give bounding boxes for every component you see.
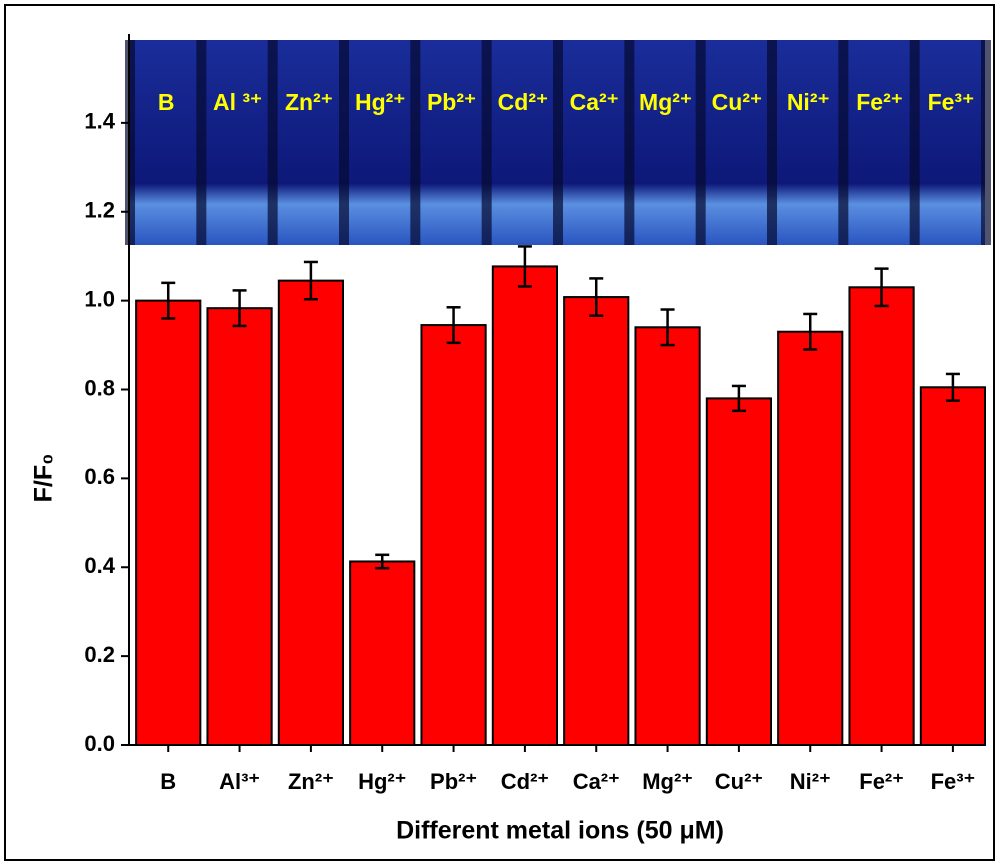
x-axis-label: Different metal ions (50 μM) [396, 817, 724, 845]
x-tick-label: Cd²⁺ [501, 769, 549, 794]
bar [563, 296, 630, 746]
inset-label: Cu²⁺ [712, 89, 762, 115]
inset-label: Al ³⁺ [213, 89, 262, 115]
bar [277, 279, 344, 746]
inset-label: Ni²⁺ [787, 89, 830, 115]
vial-edge [553, 40, 563, 245]
x-tick-label: Pb²⁺ [430, 769, 477, 794]
x-tick-label: Zn²⁺ [288, 769, 334, 794]
error-bar [589, 277, 604, 317]
inset-label: B [158, 89, 175, 115]
error-bar [660, 308, 675, 347]
y-tick-label: 0.6 [84, 464, 115, 489]
x-tick-label: Cu²⁺ [715, 769, 763, 794]
inset-label: Cd²⁺ [498, 89, 548, 115]
bar [491, 265, 558, 746]
x-tick-label: Fe³⁺ [931, 769, 976, 794]
inset-photo: B Al ³⁺ Zn²⁺ Hg²⁺ Pb²⁺ Cd²⁺ Ca²⁺ Mg²⁺ Cu²⁺ Ni²⁺ Fe… [125, 40, 991, 245]
inset-label: Zn²⁺ [285, 89, 333, 115]
x-tick-label: Al³⁺ [219, 769, 260, 794]
inset-label: Fe³⁺ [928, 89, 975, 115]
error-bar [874, 267, 889, 308]
y-axis-label: F/F₀ [30, 454, 58, 503]
bar [634, 326, 701, 746]
y-tick-label: 1.2 [84, 198, 115, 223]
bar [848, 286, 915, 746]
bar [206, 307, 273, 746]
bar [135, 299, 202, 746]
y-tick-label: 0.0 [84, 731, 115, 756]
y-tick-label: 0.2 [84, 642, 115, 667]
bar [705, 397, 772, 746]
bar [777, 330, 844, 746]
bar [919, 386, 986, 746]
error-bar [731, 384, 746, 413]
error-bar [446, 306, 461, 345]
error-bar [375, 553, 390, 570]
vial-edge [624, 40, 635, 245]
error-bar [517, 245, 532, 288]
inset-label: Mg²⁺ [639, 89, 692, 115]
error-bar [232, 289, 247, 328]
x-tick-label: Ca²⁺ [573, 769, 620, 794]
vial-edge [481, 40, 492, 245]
x-tick-label: Ni²⁺ [790, 769, 831, 794]
y-tick-label: 0.4 [84, 553, 115, 578]
vial-edge [695, 40, 706, 245]
x-tick-label: Hg²⁺ [358, 769, 406, 794]
x-tick-label: Mg²⁺ [642, 769, 693, 794]
vial-edge [410, 40, 421, 245]
vial-edge [196, 40, 207, 245]
y-tick-label: 0.8 [84, 375, 115, 400]
inset-label: Ca²⁺ [570, 89, 619, 115]
bar [420, 324, 487, 746]
inset-label: Hg²⁺ [355, 89, 405, 115]
error-bar [803, 312, 818, 351]
bar [349, 560, 416, 747]
inset-label: Fe²⁺ [856, 89, 903, 115]
error-bar [945, 372, 960, 402]
y-tick-label: 1.4 [84, 109, 115, 134]
vial-edge [838, 40, 849, 245]
x-tick-label: Fe²⁺ [859, 769, 904, 794]
vial-edge [981, 40, 991, 245]
x-tick-label: B [160, 769, 176, 794]
vial-edge [339, 40, 349, 245]
vial-edge [767, 40, 777, 245]
vial-edge [267, 40, 278, 245]
inset-label: Pb²⁺ [427, 89, 476, 115]
error-bar [161, 281, 176, 320]
y-tick-label: 1.0 [84, 286, 115, 311]
error-bar [303, 260, 318, 301]
vial-edge [909, 40, 920, 245]
